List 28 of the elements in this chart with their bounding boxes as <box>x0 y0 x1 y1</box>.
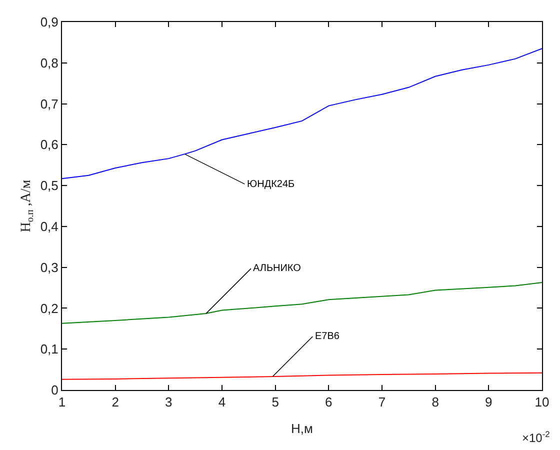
y-tick-label: 0,7 <box>40 96 58 112</box>
x-tick-label: 8 <box>432 394 439 410</box>
x-tick-label: 9 <box>485 394 492 410</box>
y-tick-label: 0,1 <box>40 342 58 357</box>
y-tick-label: 0,2 <box>40 300 58 316</box>
x-tick-label: 6 <box>325 394 332 410</box>
x-tick-label: 5 <box>272 394 279 410</box>
annotation: ЮНДК24Б <box>247 179 296 190</box>
x-tick-label: 10 <box>534 394 550 410</box>
annotation: АЛЬНИКО <box>253 263 302 274</box>
x-axis-title: Н,м <box>291 421 314 436</box>
line-series <box>62 48 542 180</box>
y-tick-label: 0 <box>51 382 58 398</box>
y-tick-label: 0,8 <box>40 55 58 70</box>
y-tick-label: 0,3 <box>40 260 58 275</box>
y-tick-label: 0,9 <box>40 14 58 30</box>
annotation: E7B6 <box>315 331 340 342</box>
line-series <box>62 372 542 380</box>
line-series <box>62 282 542 324</box>
x-tick-label: 1 <box>58 394 66 410</box>
x-tick-label: 3 <box>165 394 172 410</box>
y-tick-label: 0,4 <box>40 218 58 234</box>
y-tick-label: 0,5 <box>40 178 58 194</box>
x-tick-label: 2 <box>112 394 119 410</box>
x-tick-label: 4 <box>218 394 226 410</box>
y-tick-label: 0,6 <box>40 137 58 152</box>
text: ×10$^{-2}$ <box>522 429 550 446</box>
x-tick-label: 7 <box>378 394 386 410</box>
